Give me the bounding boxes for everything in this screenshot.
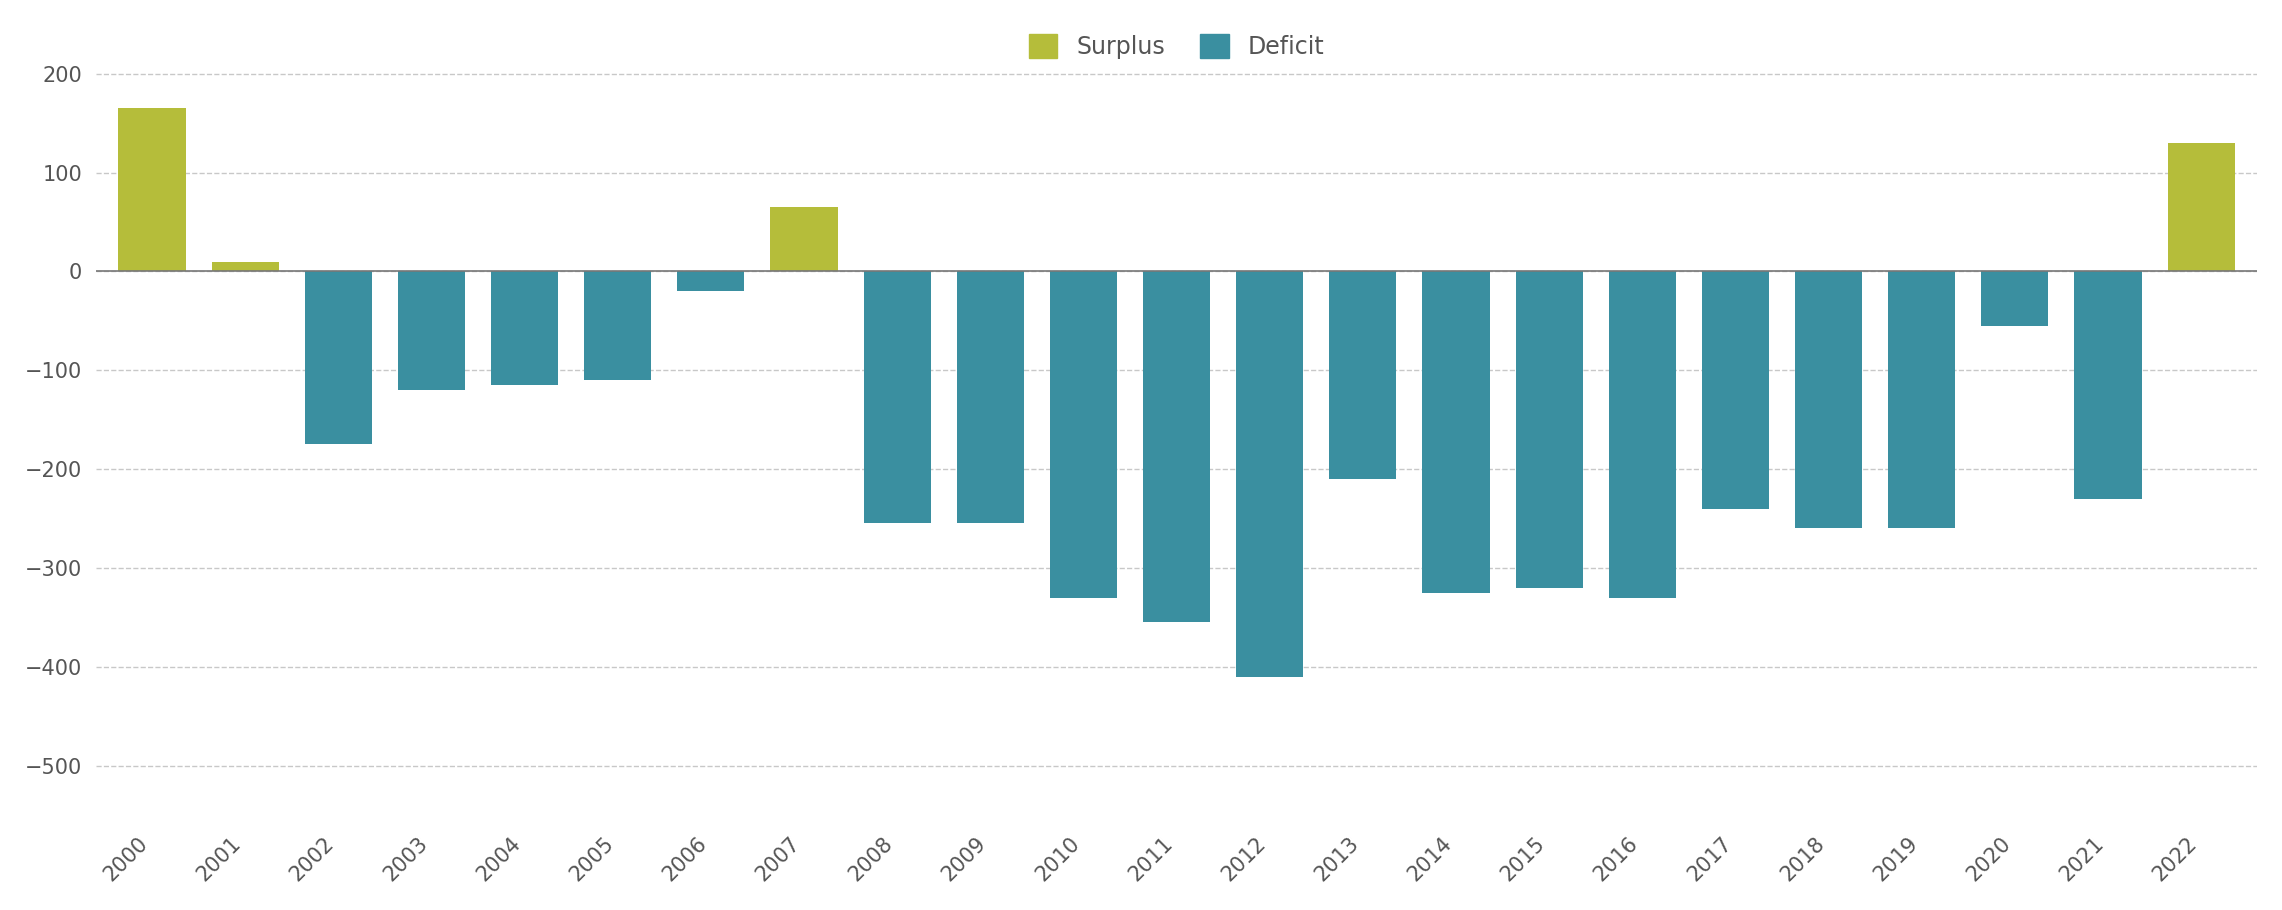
- Bar: [491, 271, 559, 385]
- Bar: [119, 108, 185, 271]
- Bar: [397, 271, 466, 390]
- Bar: [2168, 143, 2234, 271]
- Bar: [863, 271, 931, 523]
- Bar: [1515, 271, 1584, 588]
- Bar: [212, 261, 278, 271]
- Bar: [1887, 271, 1956, 529]
- Bar: [306, 271, 372, 444]
- Bar: [1143, 271, 1209, 622]
- Bar: [1330, 271, 1397, 479]
- Bar: [1422, 271, 1490, 592]
- Bar: [584, 271, 650, 380]
- Bar: [1981, 271, 2049, 326]
- Bar: [2074, 271, 2141, 499]
- Bar: [1702, 271, 1769, 509]
- Bar: [1609, 271, 1675, 598]
- Bar: [771, 207, 837, 271]
- Bar: [1237, 271, 1303, 677]
- Bar: [1796, 271, 1862, 529]
- Bar: [1050, 271, 1116, 598]
- Bar: [956, 271, 1025, 523]
- Legend: Surplus, Deficit: Surplus, Deficit: [1018, 23, 1335, 71]
- Bar: [678, 271, 744, 291]
